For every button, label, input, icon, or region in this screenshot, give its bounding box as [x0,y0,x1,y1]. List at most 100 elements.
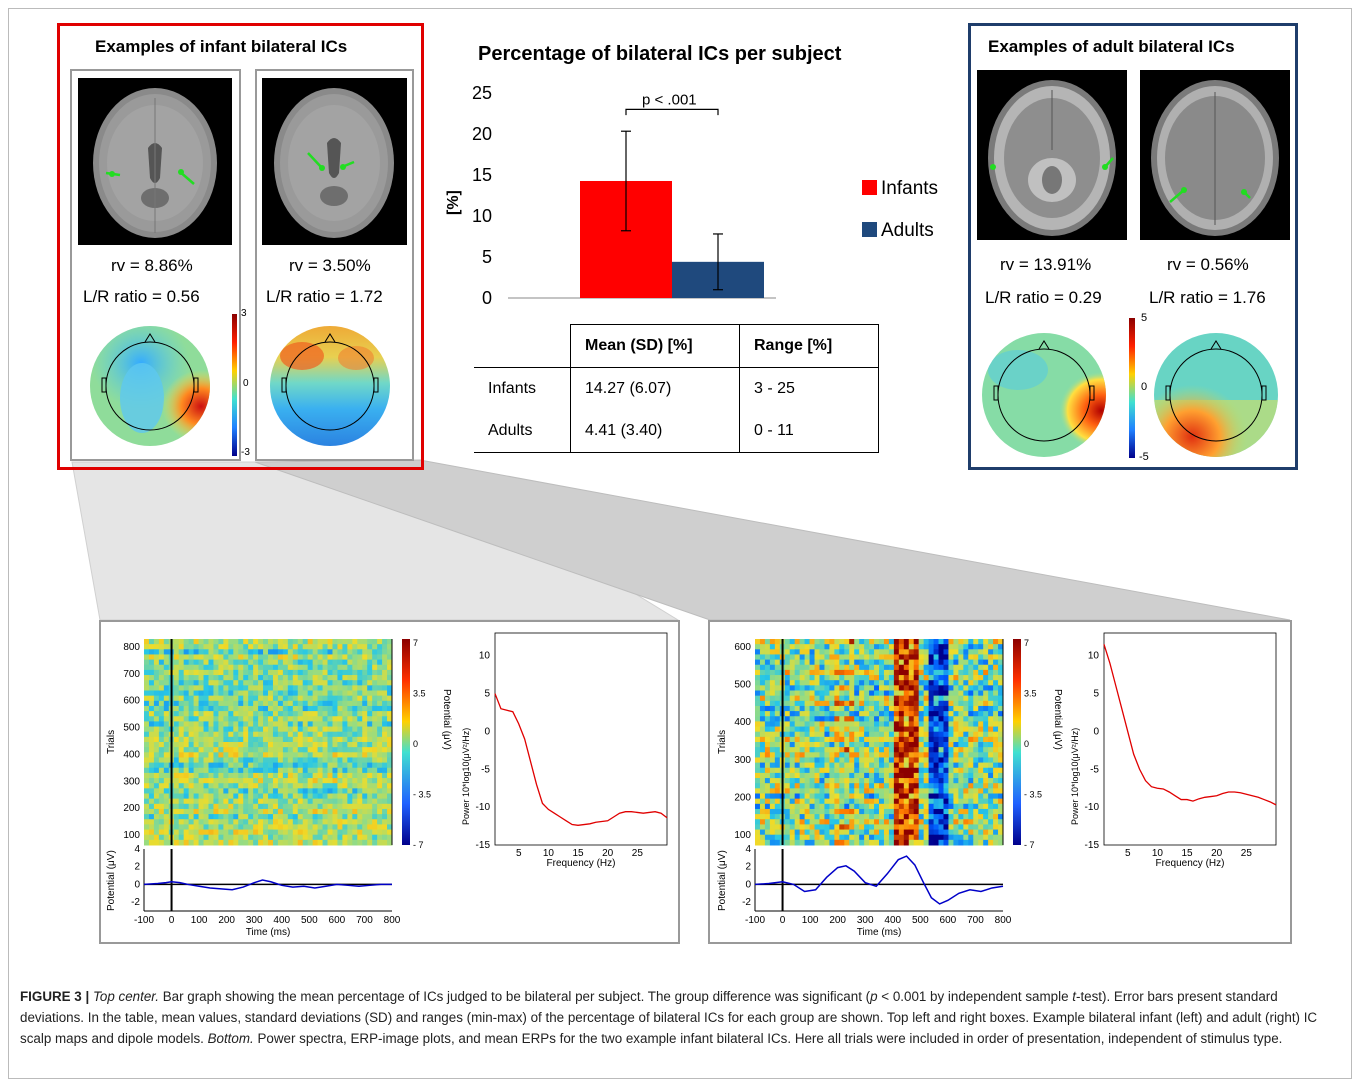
erp-cell [879,669,885,676]
erp-cell [302,793,309,800]
erp-trace [143,879,392,891]
erp-cell [968,736,974,743]
erp-cell [272,664,279,671]
erp-cell [268,839,274,846]
erp-cell [268,772,274,779]
erp-cell [948,639,954,645]
erp-cell [799,690,806,697]
erp-cell [874,716,880,722]
erp-cell [312,839,319,846]
erp-cell [178,731,185,738]
erp-cell [292,700,299,707]
erp-cell [332,736,338,743]
erp-cell [764,659,771,666]
erp-cell [804,669,811,676]
erp-cell [968,685,974,691]
erp-cell [784,736,791,743]
erp-cell [312,690,319,697]
erp-cell [908,659,915,666]
erp-cell [928,752,935,758]
erp-cell [774,690,781,697]
erp-cell [769,711,776,717]
erp-cell [903,695,910,702]
erp-cell [923,829,930,836]
erp-xtick: 100 [802,915,819,926]
erp-cell [268,798,274,805]
erp-cell [282,690,289,697]
caption-top-center: Top center. [92,989,159,1004]
erp-cell [869,685,875,691]
erp-cell [253,793,259,800]
erp-cell [834,747,840,753]
erp-cell [883,814,890,820]
erp-cell [352,736,358,743]
erp-cell [844,639,850,645]
erp-cell [382,752,388,758]
erp-cell [178,654,185,661]
erp-cell [963,839,969,846]
erp-cell [764,803,771,810]
erp-cell [188,721,195,728]
erp-cell [153,711,160,717]
erp-cell [173,757,180,764]
erp-cell [978,639,984,645]
erp-cell [322,726,329,733]
erp-cell [297,649,304,655]
erp-cell [337,834,343,841]
erp-cell [243,675,249,681]
erp-cell [784,829,791,836]
erp-cell [908,649,915,655]
erp-cell [372,736,378,743]
erp-cell [387,644,393,650]
erp-cell [233,783,239,789]
erp-cell [998,685,1004,691]
erp-cell [879,705,885,712]
erp-cell [859,685,865,691]
erp-cell [178,814,185,820]
erp-cell [377,736,383,743]
erp-cell [223,731,229,738]
erp-cell [943,695,949,702]
erp-cell [804,695,811,702]
erp-cell [198,788,205,794]
erp-cell [272,819,279,825]
erp-cell [272,747,279,753]
erp-cell [178,788,185,794]
erp-cell [928,669,935,676]
erp-cell [302,783,309,789]
erp-cell [287,669,294,676]
erp-cell [859,803,865,810]
erp-cell [864,762,870,769]
erp-cell [228,778,234,784]
erp-cell [854,788,860,794]
erp-cell [834,829,840,836]
erp-cell [764,819,771,825]
erp-cell [908,819,915,825]
erp-cell [988,767,994,774]
erp-cell [829,824,835,831]
erp-cell [923,649,930,655]
erp-cell [144,726,150,733]
erp-cell [148,772,155,779]
erp-cell [317,814,324,820]
erp-cell [953,798,959,805]
erp-cell [973,819,979,825]
erp-cell [367,736,373,743]
erp-cell [188,731,195,738]
erp-cell [332,757,338,764]
stats-table: Mean (SD) [%] Range [%] Infants 14.27 (6… [474,324,879,453]
erp-cell [755,747,761,753]
erp-cell [948,783,954,789]
erp-cell [844,829,850,836]
erp-cell [253,664,259,671]
erp-cell [248,659,254,666]
erp-cell [903,772,910,779]
erp-cell [372,824,378,831]
erp-cell [208,783,214,789]
erp-cell [933,803,940,810]
erp-cell [854,783,860,789]
erp-cell [854,639,860,645]
erp-cell [913,675,920,681]
erp-cell [859,644,865,650]
erp-cell [292,808,299,815]
